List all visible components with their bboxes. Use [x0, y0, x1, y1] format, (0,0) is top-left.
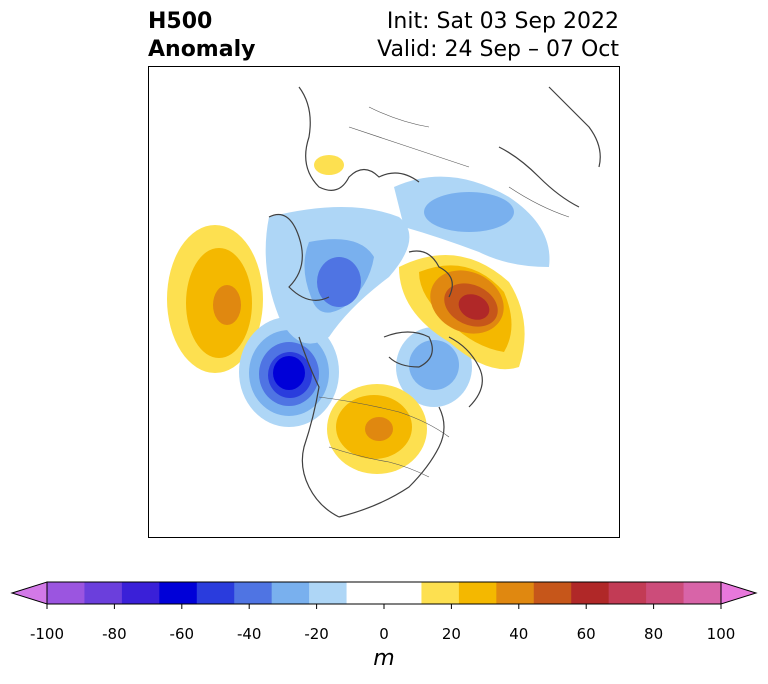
anomaly-gulf-of-alaska-negative	[239, 317, 339, 427]
colorbar-cell	[533, 582, 572, 604]
anomaly-arctic-negative	[265, 207, 410, 344]
colorbar-tick-label: 60	[576, 625, 596, 643]
political-borders	[318, 106, 570, 478]
colorbar-tick-label: 80	[644, 625, 664, 643]
map-panel	[148, 66, 620, 538]
colorbar-cell	[421, 582, 460, 604]
colorbar-tick-label: 20	[441, 625, 461, 643]
colorbar-tick-label: -100	[29, 625, 65, 643]
colorbar-cell	[84, 582, 123, 604]
colorbar-tick-label: 40	[509, 625, 529, 643]
colorbar-cell	[234, 582, 273, 604]
colorbar-tick-label: -40	[236, 625, 262, 643]
colorbar-cell	[271, 582, 310, 604]
colorbar-tick-label: 0	[379, 625, 389, 643]
colorbar-tick-label: -20	[304, 625, 329, 643]
colorbar-cell	[47, 582, 85, 604]
colorbar-unit: m	[373, 646, 395, 671]
field-label: Anomaly	[148, 37, 256, 62]
anomaly-greenland-negative	[396, 327, 472, 407]
colorbar-cell	[121, 582, 160, 604]
colorbar-cell	[608, 582, 647, 604]
colorbar-cell	[496, 582, 535, 604]
colorbar	[10, 581, 758, 609]
colorbar-tick-label: 100	[706, 625, 736, 643]
colorbar-cell	[196, 582, 235, 604]
coastlines	[268, 86, 601, 518]
colorbar-cell	[384, 582, 422, 604]
variable-label: H500	[148, 9, 213, 34]
colorbar-cell	[571, 582, 610, 604]
title-right: Init: Sat 03 Sep 2022 Valid: 24 Sep – 07…	[377, 8, 619, 64]
colorbar-extend-low	[10, 581, 48, 605]
anomaly-central-canada-positive	[327, 384, 427, 474]
anomaly-north-pacific-positive	[167, 225, 263, 373]
colorbar-cell	[646, 582, 685, 604]
colorbar-extend-high	[720, 581, 758, 605]
colorbar-cell	[159, 582, 198, 604]
colorbar-cell	[346, 582, 385, 604]
colorbar-tick-label: -80	[102, 625, 127, 643]
anomaly-map	[167, 86, 601, 518]
anomaly-eurasia-negative	[394, 176, 550, 267]
valid-label: Valid: 24 Sep – 07 Oct	[377, 37, 619, 62]
init-label: Init: Sat 03 Sep 2022	[386, 9, 619, 34]
anomaly-northern-europe-positive	[399, 255, 525, 370]
colorbar-cell	[683, 582, 722, 604]
colorbar-cell	[458, 582, 497, 604]
anomaly-north-africa-positive	[314, 155, 344, 175]
colorbar-cell	[309, 582, 348, 604]
title-left: H500 Anomaly	[148, 8, 255, 64]
colorbar-tick-label: -60	[169, 625, 195, 643]
